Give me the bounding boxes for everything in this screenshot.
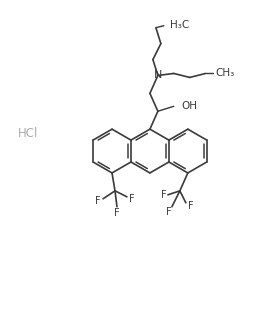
Text: F: F [166,207,172,217]
Text: HCl: HCl [18,127,39,140]
Text: F: F [95,196,101,206]
Text: OH: OH [182,101,198,111]
Text: F: F [129,194,135,204]
Text: H₃C: H₃C [170,20,189,30]
Text: F: F [161,190,167,200]
Text: F: F [114,208,120,218]
Text: CH₃: CH₃ [215,68,235,78]
Text: N: N [154,70,162,81]
Text: F: F [188,201,194,211]
